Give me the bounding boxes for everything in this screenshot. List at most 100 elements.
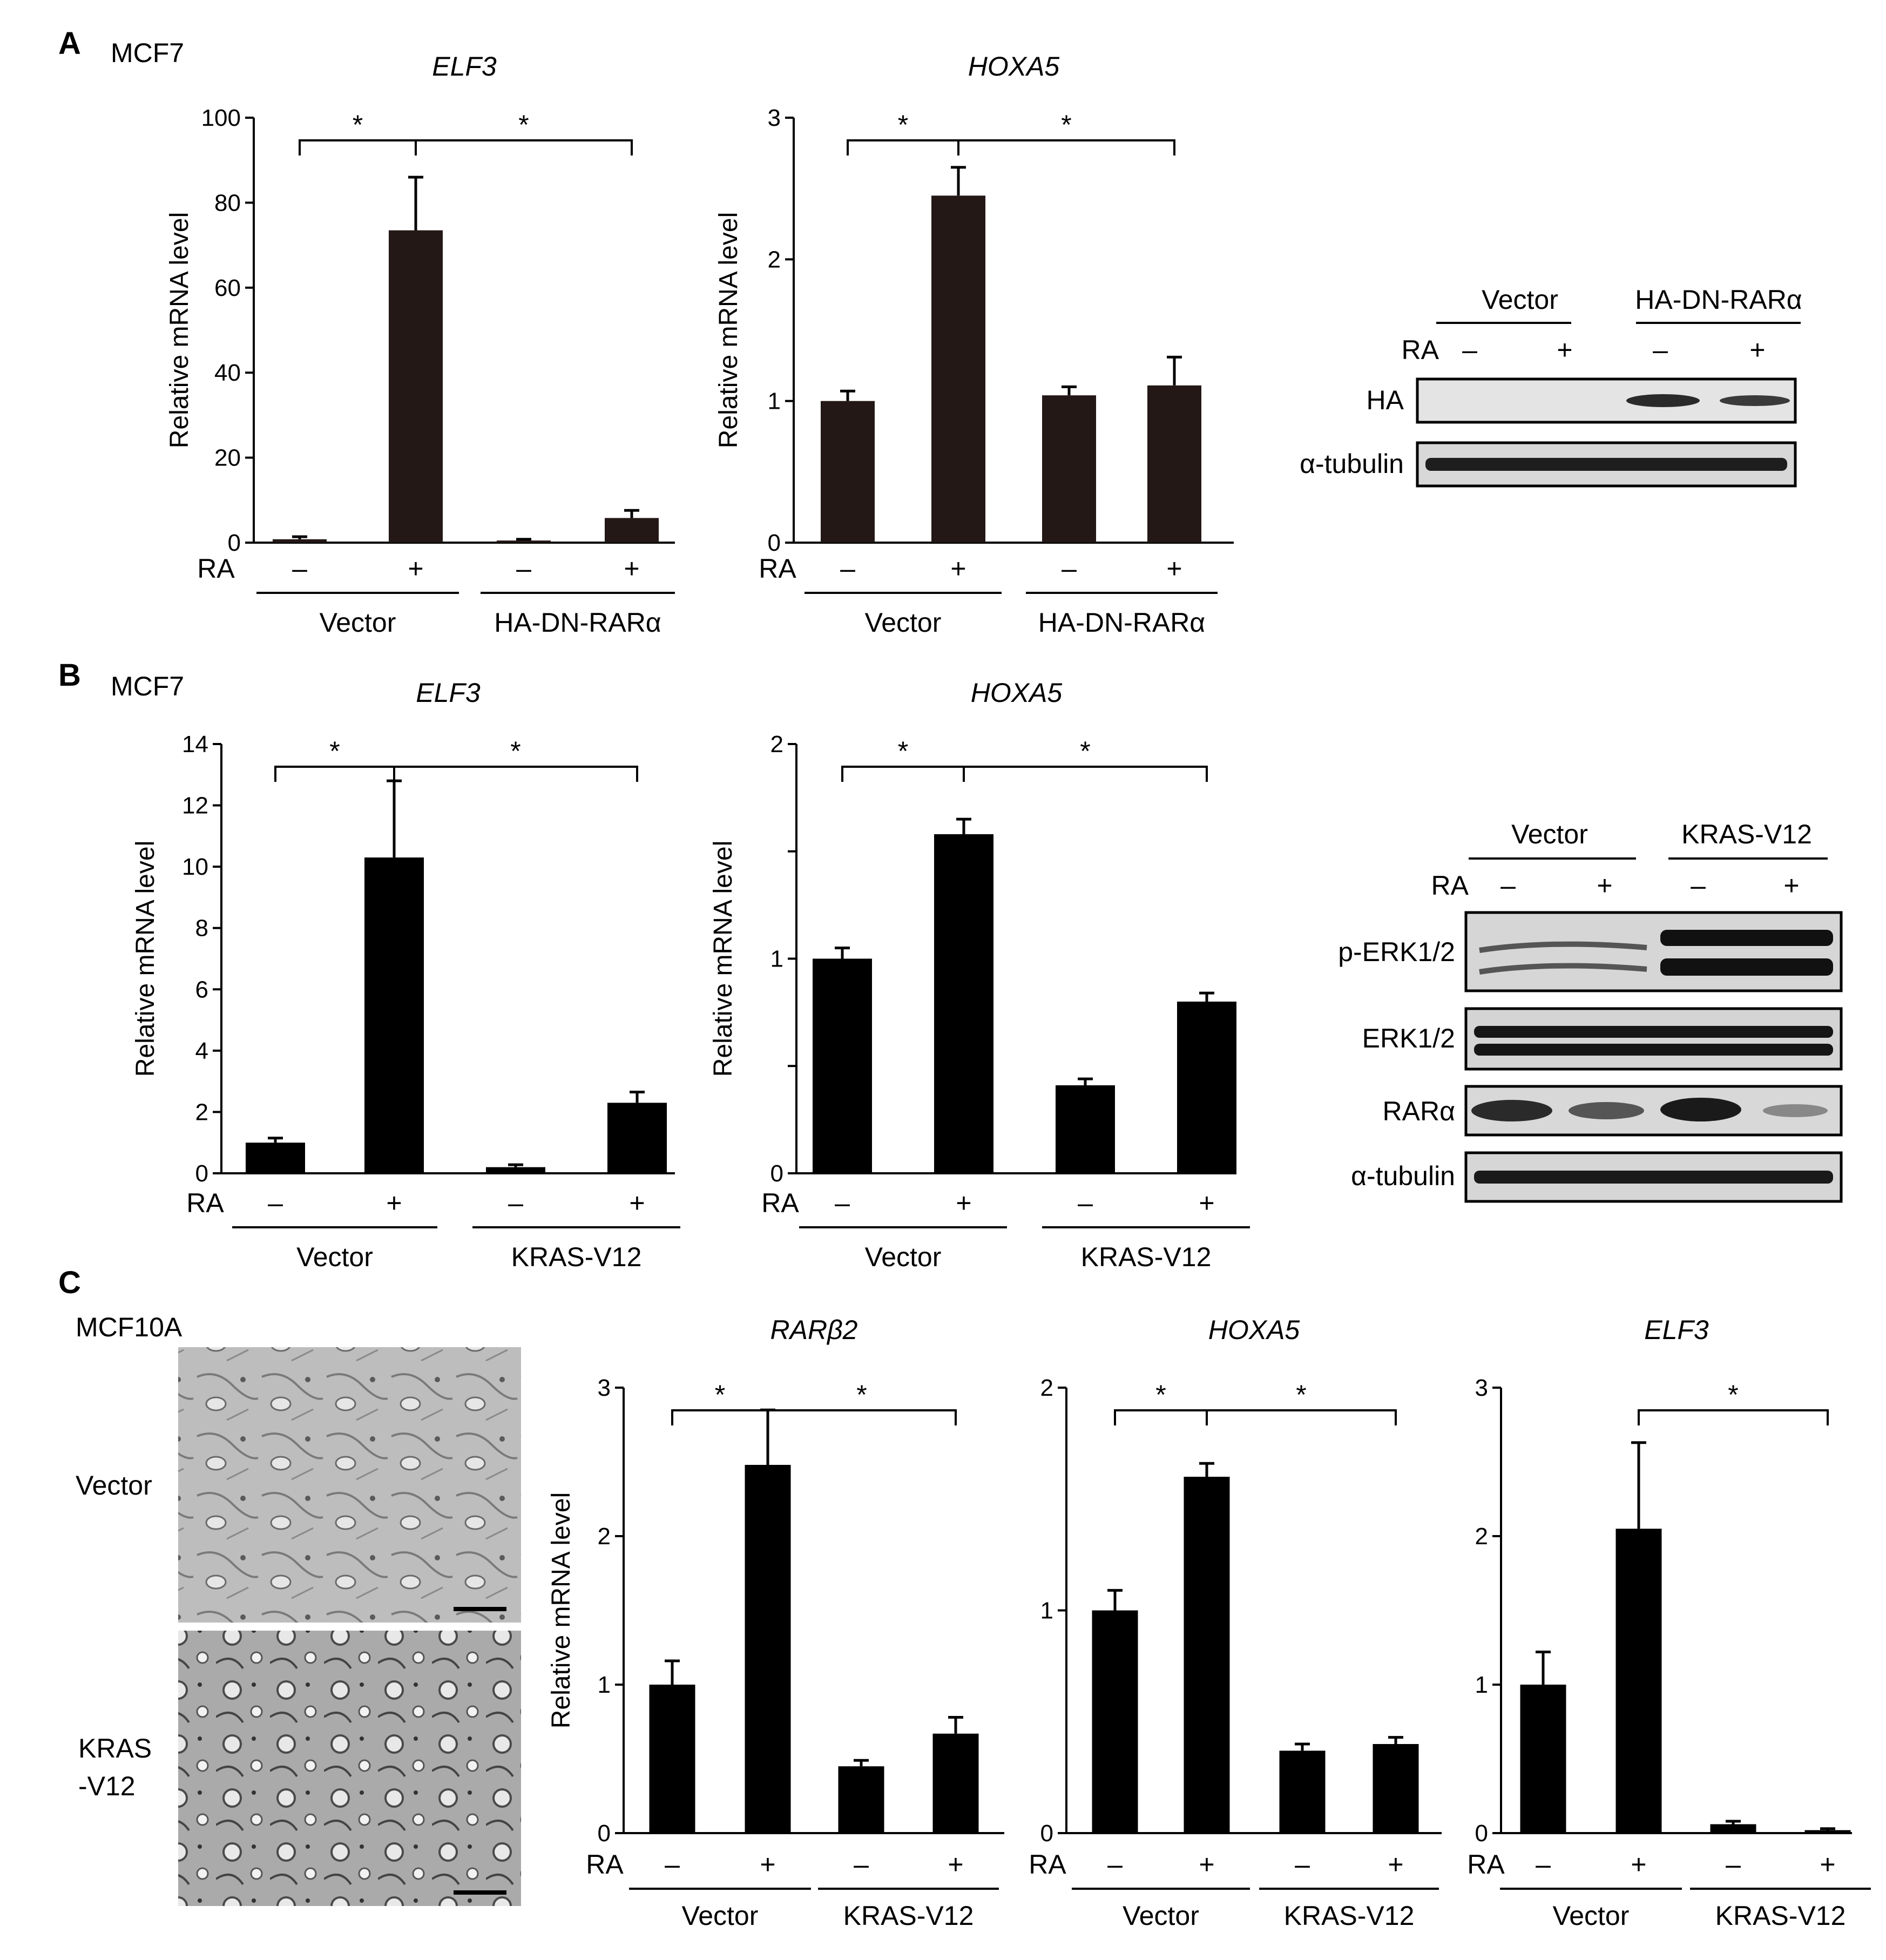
blot-a-row-ha: HA <box>1367 385 1404 415</box>
chart-6: 0 1 2 HOXA5 – + – + RA Vector KRAS-V12 * * <box>1029 1315 1442 1931</box>
group-label: KRAS-V12 <box>1284 1901 1415 1931</box>
significance-bracket <box>274 766 395 782</box>
blot-b-ra-label: RA <box>1431 870 1469 901</box>
micrograph-label-kras-1: KRAS <box>78 1733 152 1763</box>
group-label: Vector <box>682 1901 759 1931</box>
significance-bracket <box>957 139 1175 156</box>
y-tick-label: 0 <box>598 1820 611 1847</box>
blot-b-ra-4: + <box>1783 870 1799 901</box>
ra-label: RA <box>1029 1849 1066 1880</box>
micrograph-label-vector: Vector <box>76 1470 152 1501</box>
ra-sign: – <box>1078 1188 1093 1218</box>
ra-sign: – <box>665 1849 680 1880</box>
significance-bracket <box>841 766 965 782</box>
y-tick-label: 12 <box>182 793 208 819</box>
chart-3: 0 2 4 6 8 10 12 14 ELF3 Relative mRNA level – + – + RA… <box>131 678 680 1272</box>
blot-a-ra-4: + <box>1749 335 1765 365</box>
ra-sign: + <box>1166 553 1182 584</box>
ra-sign: + <box>386 1188 402 1218</box>
bar <box>486 1167 545 1173</box>
y-tick-label: 0 <box>1475 1820 1488 1847</box>
y-tick-label: 3 <box>1475 1375 1488 1401</box>
bar <box>1147 385 1201 543</box>
chart-7: 0 1 2 3 ELF3 – + – + RA Vector KRAS-V12 * <box>1467 1315 1871 1931</box>
blot-a-ra-1: – <box>1462 335 1477 365</box>
bar <box>745 1465 791 1833</box>
bar <box>1710 1824 1756 1833</box>
ra-sign: – <box>292 553 307 584</box>
chart-1: 0 20 40 60 80 100 ELF3 Relative mRNA level – + – + R… <box>165 51 675 638</box>
y-tick-label: 1 <box>768 388 781 415</box>
ra-label: RA <box>197 553 235 584</box>
ra-sign: – <box>835 1188 850 1218</box>
micrograph-label-kras-2: -V12 <box>78 1771 136 1801</box>
group-label: Vector <box>320 607 396 638</box>
significance-star: * <box>715 1380 725 1410</box>
group-label: KRAS-V12 <box>843 1901 974 1931</box>
significance-star: * <box>518 110 529 140</box>
blot-b-row-rara: RARα <box>1383 1096 1455 1126</box>
ra-label: RA <box>186 1188 224 1218</box>
bar <box>246 1143 305 1173</box>
y-tick-label: 0 <box>770 1160 783 1187</box>
micrograph-vector <box>178 1347 521 1623</box>
ra-sign: – <box>516 553 531 584</box>
y-tick-label: 6 <box>195 976 208 1003</box>
bar <box>1615 1529 1662 1833</box>
y-tick-label: 14 <box>182 731 208 758</box>
group-label: Vector <box>1553 1901 1630 1931</box>
bar <box>1092 1610 1138 1833</box>
significance-bracket <box>393 766 638 782</box>
ra-sign: + <box>1631 1849 1646 1880</box>
bar <box>1184 1477 1230 1833</box>
bar <box>1177 1002 1236 1173</box>
blot-b-row-tubulin: α-tubulin <box>1351 1161 1455 1191</box>
blot-b-ra-3: – <box>1691 870 1706 901</box>
y-axis-label: Relative mRNA level <box>714 212 743 448</box>
significance-bracket <box>1114 1409 1208 1425</box>
panel-letter-b: B <box>58 658 81 693</box>
group-label: HA-DN-RARα <box>494 607 661 638</box>
ra-sign: + <box>1388 1849 1403 1880</box>
bar <box>607 1103 667 1173</box>
cell-line-b: MCF7 <box>111 671 184 701</box>
chart-title: RARβ2 <box>770 1315 858 1345</box>
chart-title: ELF3 <box>1644 1315 1709 1345</box>
significance-star: * <box>856 1380 867 1410</box>
ra-sign: + <box>956 1188 971 1218</box>
significance-star: * <box>898 110 908 140</box>
group-label: KRAS-V12 <box>511 1242 642 1272</box>
blot-a-ha-band-3 <box>1626 394 1700 407</box>
bar <box>821 401 875 543</box>
ra-label: RA <box>759 553 796 584</box>
chart-title: HOXA5 <box>968 51 1060 82</box>
ra-sign: + <box>1820 1849 1835 1880</box>
y-tick-label: 0 <box>228 530 241 556</box>
ra-sign: – <box>268 1188 283 1218</box>
significance-bracket <box>299 139 417 156</box>
ra-sign: – <box>1062 553 1077 584</box>
blot-b-row-erk: ERK1/2 <box>1362 1023 1455 1053</box>
y-tick-label: 1 <box>1040 1598 1053 1624</box>
significance-bracket <box>847 139 959 156</box>
group-label: Vector <box>865 607 942 638</box>
bar <box>932 1733 979 1833</box>
significance-bracket <box>415 139 633 156</box>
significance-bracket <box>963 766 1208 782</box>
y-tick-label: 3 <box>768 105 781 131</box>
group-label: KRAS-V12 <box>1715 1901 1846 1931</box>
blot-b-group-1: Vector <box>1511 819 1588 849</box>
y-axis-label: Relative mRNA level <box>709 841 738 1077</box>
blot-a-ra-label: RA <box>1402 335 1439 365</box>
significance-bracket <box>1206 1409 1397 1425</box>
ra-sign: – <box>1726 1849 1741 1880</box>
chart-5: 0 1 2 3 RARβ2 Relative mRNA level – + – + RA Vector… <box>547 1315 1004 1931</box>
ra-sign: – <box>1295 1849 1310 1880</box>
y-tick-label: 0 <box>195 1160 208 1187</box>
western-blot-a: Vector HA-DN-RARα RA – + – + HA α-tubuli… <box>1300 285 1802 488</box>
chart-title: HOXA5 <box>1208 1315 1300 1345</box>
ra-sign: – <box>854 1849 869 1880</box>
ra-sign: – <box>840 553 855 584</box>
bar <box>934 834 993 1173</box>
